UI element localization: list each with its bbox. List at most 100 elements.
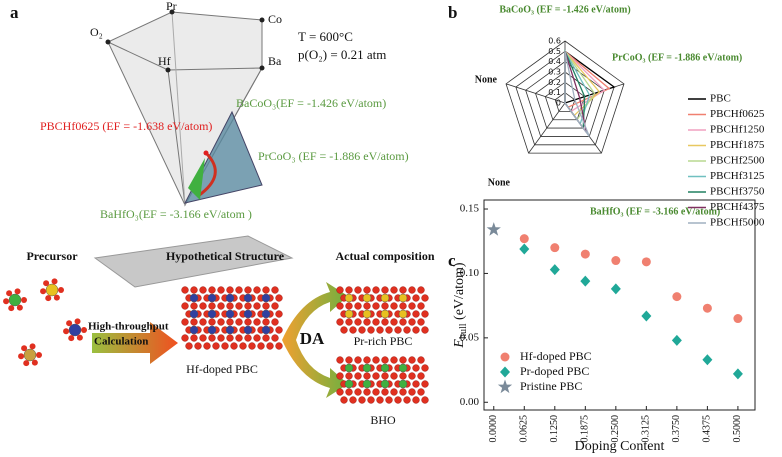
atom	[362, 309, 372, 319]
y-axis-label-part: hull	[458, 323, 469, 339]
legend-marker	[497, 379, 513, 394]
step-title: Precursor	[26, 249, 78, 263]
atom	[194, 342, 202, 350]
atom	[199, 334, 207, 342]
category-label: PrCoO₃ (EF = -1.886 eV/atom)	[612, 52, 742, 63]
atom	[63, 328, 70, 335]
atom	[181, 334, 189, 342]
category-label: None	[475, 74, 498, 85]
atom	[261, 293, 271, 303]
atom	[408, 302, 416, 310]
atom	[21, 345, 28, 352]
atom	[399, 286, 407, 294]
atom	[412, 396, 420, 404]
atom	[421, 326, 429, 334]
x-tick-label: 0.1875	[580, 415, 591, 443]
atom	[376, 326, 384, 334]
atom	[199, 286, 207, 294]
atom	[408, 356, 416, 364]
phase-label: BaCoO₃(EF = -1.426 eV/atom)	[236, 96, 386, 110]
atom	[403, 396, 411, 404]
atom	[253, 302, 261, 310]
atom	[390, 302, 398, 310]
atom	[336, 356, 344, 364]
atom	[271, 286, 279, 294]
atom	[271, 318, 279, 326]
condition: p(O₂) = 0.21 atm	[298, 47, 386, 62]
arrow	[282, 340, 348, 398]
atom	[257, 342, 265, 350]
atom	[225, 309, 235, 319]
atom	[189, 309, 199, 319]
x-tick-label: 0.0000	[488, 415, 499, 443]
atom	[190, 286, 198, 294]
vertex	[259, 17, 265, 23]
atom	[358, 326, 366, 334]
product-label: Pr-rich PBC	[354, 334, 413, 348]
atom	[8, 293, 22, 307]
atom	[51, 278, 58, 285]
atom	[207, 293, 217, 303]
atom	[6, 290, 13, 297]
atom	[225, 293, 235, 303]
atom	[336, 286, 344, 294]
point	[486, 222, 501, 236]
axis-spoke	[528, 102, 566, 154]
arrow	[197, 151, 217, 198]
r-tick-label: 0.1	[548, 88, 561, 97]
category-label: BaHfO₃ (EF = -3.166 eV/atom)	[590, 206, 720, 217]
vertex	[165, 67, 171, 73]
atom	[403, 326, 411, 334]
atom	[345, 388, 353, 396]
atom	[53, 294, 60, 301]
vertex-label: Ba	[268, 54, 282, 68]
legend-label: PBCHf3125	[710, 170, 765, 182]
atom	[248, 342, 256, 350]
atom	[243, 325, 253, 335]
atom	[275, 294, 283, 302]
atom	[367, 326, 375, 334]
legend-label: PBC	[710, 93, 731, 105]
atom	[275, 310, 283, 318]
atom	[3, 298, 10, 305]
atom	[381, 286, 389, 294]
atom	[68, 323, 82, 337]
atom	[262, 286, 270, 294]
atom	[336, 318, 344, 326]
point	[519, 243, 530, 255]
plot-frame	[483, 199, 756, 411]
atom	[372, 286, 380, 294]
atom	[408, 286, 416, 294]
point	[641, 257, 651, 267]
atom	[21, 297, 27, 303]
atom	[354, 356, 362, 364]
atom	[243, 293, 253, 303]
atom	[380, 293, 390, 303]
phase-label: BaHfO₃(EF = -3.166 eV/atom )	[100, 207, 252, 221]
atom	[349, 396, 357, 404]
y-tick-label: 0.15	[460, 203, 480, 215]
atom	[68, 335, 75, 342]
atom	[207, 309, 217, 319]
calc-label: Calculation	[94, 336, 148, 348]
legend-label: PBCHf1250	[710, 124, 765, 136]
point	[702, 303, 712, 313]
point	[671, 334, 682, 346]
point	[702, 354, 713, 366]
atom	[340, 326, 348, 334]
atom	[226, 334, 234, 342]
atom	[345, 302, 353, 310]
atom	[399, 372, 407, 380]
phase-label: PrCoO₃ (EF = -1.886 eV/atom)	[258, 149, 409, 163]
point	[549, 264, 560, 276]
arrow	[282, 282, 348, 340]
atom	[66, 320, 73, 327]
axis-spoke	[505, 83, 566, 104]
vertex	[259, 65, 265, 71]
point	[672, 292, 682, 302]
atom	[381, 318, 389, 326]
series-line	[564, 51, 590, 137]
atom	[417, 302, 425, 310]
legend-label: PBCHf5000	[710, 217, 765, 229]
atom	[417, 356, 425, 364]
